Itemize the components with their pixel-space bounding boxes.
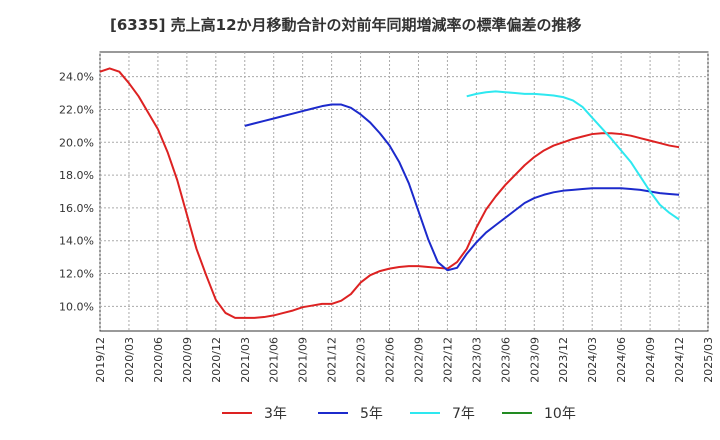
legend-label: 5年: [360, 406, 383, 422]
series-layer: [99, 67, 680, 319]
x-tick-label: 2022/09: [412, 337, 425, 383]
chart-title: [6335] 売上高12か月移動合計の対前年同期増減率の標準偏差の推移: [110, 16, 582, 34]
x-tick-label: 2024/03: [586, 337, 599, 383]
legend-label: 7年: [452, 406, 475, 422]
series-line-0: [99, 67, 680, 319]
x-tick-label: 2024/09: [644, 337, 657, 383]
x-tick-label: 2022/06: [384, 337, 397, 383]
x-tick-label: 2021/12: [326, 337, 339, 383]
legend-label: 10年: [544, 406, 576, 422]
x-tick-label: 2023/12: [557, 337, 570, 383]
y-tick-label: 24.0%: [59, 71, 94, 84]
y-axis: 10.0% 12.0% 14.0% 16.0% 18.0% 20.0% 22.0% 24.0%: [59, 71, 94, 314]
x-tick-label: 2020/09: [181, 337, 194, 383]
x-tick-label: 2023/09: [528, 337, 541, 383]
legend-item: 10年: [502, 406, 576, 422]
x-tick-label: 2021/09: [297, 337, 310, 383]
x-tick-label: 2024/06: [615, 337, 628, 383]
y-tick-label: 20.0%: [59, 136, 94, 149]
x-axis: 2019/12 2020/03 2020/06 2020/09 2020/12 2021/…: [94, 337, 715, 383]
legend-label: 3年: [264, 406, 287, 422]
legend-item: 7年: [410, 406, 475, 422]
y-tick-label: 18.0%: [59, 169, 94, 182]
x-tick-label: 2022/03: [355, 337, 368, 383]
y-tick-label: 16.0%: [59, 202, 94, 215]
x-tick-label: 2020/06: [152, 337, 165, 383]
y-tick-label: 14.0%: [59, 235, 94, 248]
x-tick-label: 2019/12: [94, 337, 107, 383]
legend-item: 3年: [222, 406, 287, 422]
x-tick-label: 2021/03: [239, 337, 252, 383]
x-tick-label: 2023/03: [470, 337, 483, 383]
grid: [99, 52, 709, 331]
x-tick-label: 2020/03: [123, 337, 136, 383]
x-tick-label: 2025/03: [702, 337, 715, 383]
x-tick-label: 2022/12: [441, 337, 454, 383]
y-tick-label: 22.0%: [59, 103, 94, 116]
y-tick-label: 10.0%: [59, 300, 94, 313]
x-tick-label: 2020/12: [210, 337, 223, 383]
x-tick-label: 2024/12: [673, 337, 686, 383]
plot-area: [99, 51, 709, 332]
x-tick-label: 2023/06: [499, 337, 512, 383]
x-tick-label: 2021/06: [268, 337, 281, 383]
legend: 3年 5年 7年 10年: [222, 406, 576, 422]
series-line-1: [244, 103, 680, 272]
legend-item: 5年: [318, 406, 383, 422]
series-line-2: [466, 90, 680, 221]
y-tick-label: 12.0%: [59, 268, 94, 281]
